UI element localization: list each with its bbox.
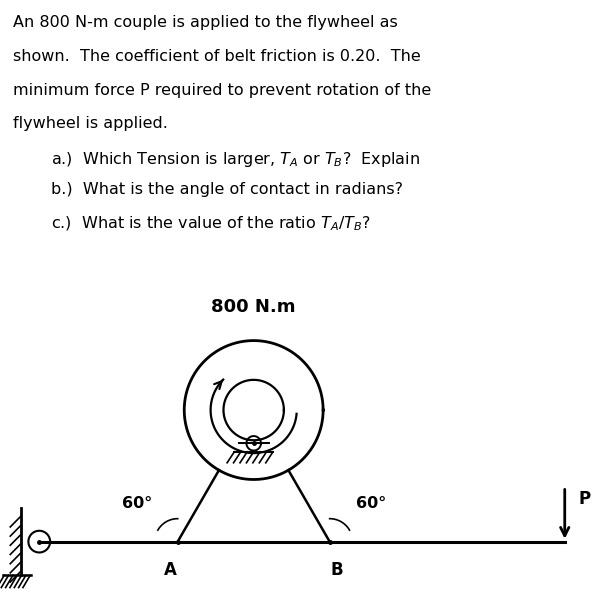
Text: b.)  What is the angle of contact in radians?: b.) What is the angle of contact in radi… [51, 182, 403, 198]
Text: flywheel is applied.: flywheel is applied. [13, 116, 168, 132]
Text: P: P [578, 490, 590, 507]
Text: A: A [164, 561, 177, 579]
Text: minimum force P required to prevent rotation of the: minimum force P required to prevent rota… [13, 83, 431, 98]
Text: 60°: 60° [356, 496, 386, 511]
Text: 800 N.m: 800 N.m [211, 298, 296, 316]
Text: a.)  Which Tension is larger, $T_A$ or $T_B$?  Explain: a.) Which Tension is larger, $T_A$ or $T… [51, 150, 420, 169]
Text: An 800 N-m couple is applied to the flywheel as: An 800 N-m couple is applied to the flyw… [13, 15, 398, 31]
Text: shown.  The coefficient of belt friction is 0.20.  The: shown. The coefficient of belt friction … [13, 49, 421, 64]
Text: c.)  What is the value of the ratio $T_A$/$T_B$?: c.) What is the value of the ratio $T_A$… [51, 215, 371, 233]
Text: B: B [330, 561, 343, 579]
Text: 60°: 60° [121, 496, 152, 511]
